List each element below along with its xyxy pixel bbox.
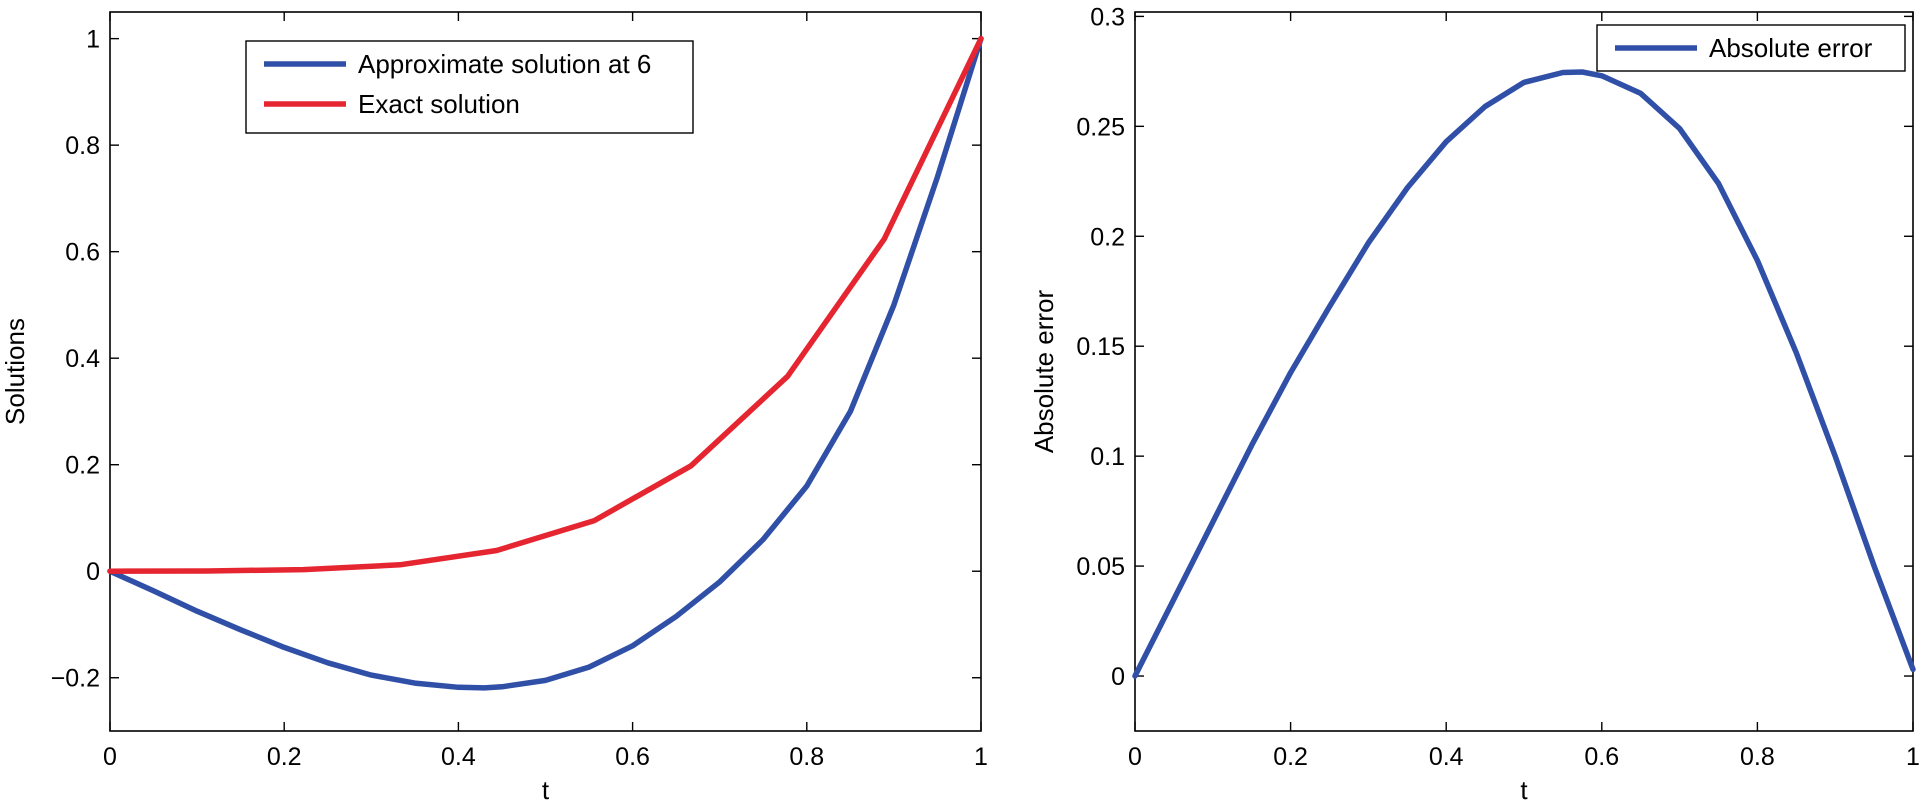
absolute-error-chart: 0 0.2 0.4 0.6 0.8 1 0 0.05 0.1 0.15 0.2 0.25 0.3 t Abs…	[1029, 3, 1920, 805]
x-tick-label: 0.6	[1584, 743, 1619, 771]
legend-label: Absolute error	[1709, 33, 1873, 63]
x-tick-label: 0.2	[1273, 743, 1308, 771]
y-tick-label: 0.4	[65, 345, 100, 373]
legend: Approximate solution at 6 Exact solution	[245, 40, 694, 134]
solutions-chart: 0 0.2 0.4 0.6 0.8 1 −0.2 0 0.2 0.4 0.6 0.8 1 t Solutio…	[0, 11, 988, 805]
x-tick-label: 0	[1128, 743, 1142, 771]
y-tick-label: 0	[86, 558, 100, 586]
plot-frame	[1134, 11, 1914, 732]
x-tick-label: 0.8	[789, 743, 824, 771]
y-axis-label: Absolute error	[1029, 290, 1059, 454]
series-line-0	[1132, 69, 1916, 679]
y-tick-label: 0.3	[1090, 3, 1125, 31]
y-tick-label: 0.8	[65, 132, 100, 160]
x-tick-label: 0.6	[615, 743, 650, 771]
y-tick-label: 0.05	[1076, 553, 1125, 581]
legend-label: Exact solution	[358, 89, 520, 119]
y-tick-label: 0.6	[65, 239, 100, 267]
x-tick-label: 1	[1906, 743, 1920, 771]
plot-frame	[109, 11, 982, 732]
x-tick-label: 0.8	[1740, 743, 1775, 771]
legend-label: Approximate solution at 6	[358, 49, 651, 79]
legend: Absolute error	[1596, 24, 1906, 72]
legend-box	[245, 40, 694, 134]
x-tick-label: 0	[103, 743, 117, 771]
y-tick-label: 0.15	[1076, 333, 1125, 361]
y-tick-label: −0.2	[51, 665, 100, 693]
y-tick-label: 0.25	[1076, 113, 1125, 141]
y-tick-label: 1	[86, 26, 100, 54]
x-tick-label: 0.2	[267, 743, 302, 771]
y-axis-label: Solutions	[0, 318, 30, 425]
series-line-1	[107, 35, 984, 574]
x-tick-label: 0.4	[1429, 743, 1464, 771]
series-line-0	[107, 35, 984, 691]
y-tick-label: 0.2	[1090, 223, 1125, 251]
x-tick-label: 1	[974, 743, 988, 771]
x-axis-label: t	[1520, 775, 1528, 805]
x-axis-label: t	[542, 775, 550, 805]
y-tick-label: 0.2	[65, 452, 100, 480]
x-tick-label: 0.4	[441, 743, 476, 771]
y-tick-label: 0.1	[1090, 443, 1125, 471]
y-tick-label: 0	[1111, 663, 1125, 691]
